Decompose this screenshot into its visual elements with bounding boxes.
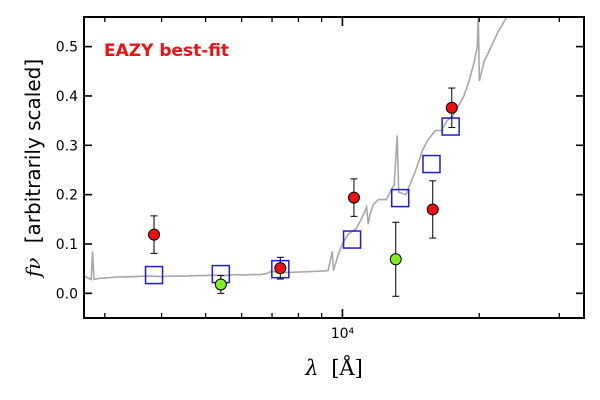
- y-axis-symbol: fν: [21, 258, 45, 280]
- sed-template-line: [84, 17, 508, 281]
- detection-point-0: [148, 228, 161, 241]
- model-flux-box-3: [342, 230, 362, 249]
- nondetection-point-0: [214, 278, 227, 291]
- y-tick-label-5: 0.5: [56, 40, 78, 56]
- annotation-label: EAZY best-fit: [104, 41, 229, 61]
- x-axis-unit: [Å]: [331, 355, 363, 380]
- detection-point-1: [274, 262, 287, 275]
- y-tick-label-0: 0.0: [56, 286, 78, 302]
- x-axis-title: λ [Å]: [304, 355, 363, 380]
- detection-point-2: [347, 191, 360, 204]
- model-flux-box-6: [441, 117, 460, 136]
- plot-layer: [84, 17, 508, 297]
- y-axis-text: [arbitrarily scaled]: [21, 59, 45, 243]
- y-axis-title: fν [arbitrarily scaled]: [21, 59, 45, 279]
- nondetection-point-1: [389, 253, 402, 266]
- y-tick-label-1: 0.1: [56, 237, 78, 253]
- model-flux-box-5: [422, 154, 441, 174]
- plot-frame: [83, 16, 585, 319]
- y-tick-label-4: 0.4: [56, 89, 78, 105]
- x-axis-symbol: λ: [304, 356, 318, 380]
- model-flux-box-4: [390, 188, 410, 208]
- detection-point-4: [445, 101, 458, 114]
- model-flux-box-0: [144, 265, 164, 285]
- y-tick-label-3: 0.3: [56, 138, 78, 154]
- detection-point-3: [426, 203, 439, 216]
- x-tick-label-0: 10⁴: [331, 326, 355, 342]
- axis-ticks: 0.0 0.1 0.2 0.3 0.4 0.5 10⁴: [56, 17, 584, 342]
- y-tick-label-2: 0.2: [56, 188, 78, 204]
